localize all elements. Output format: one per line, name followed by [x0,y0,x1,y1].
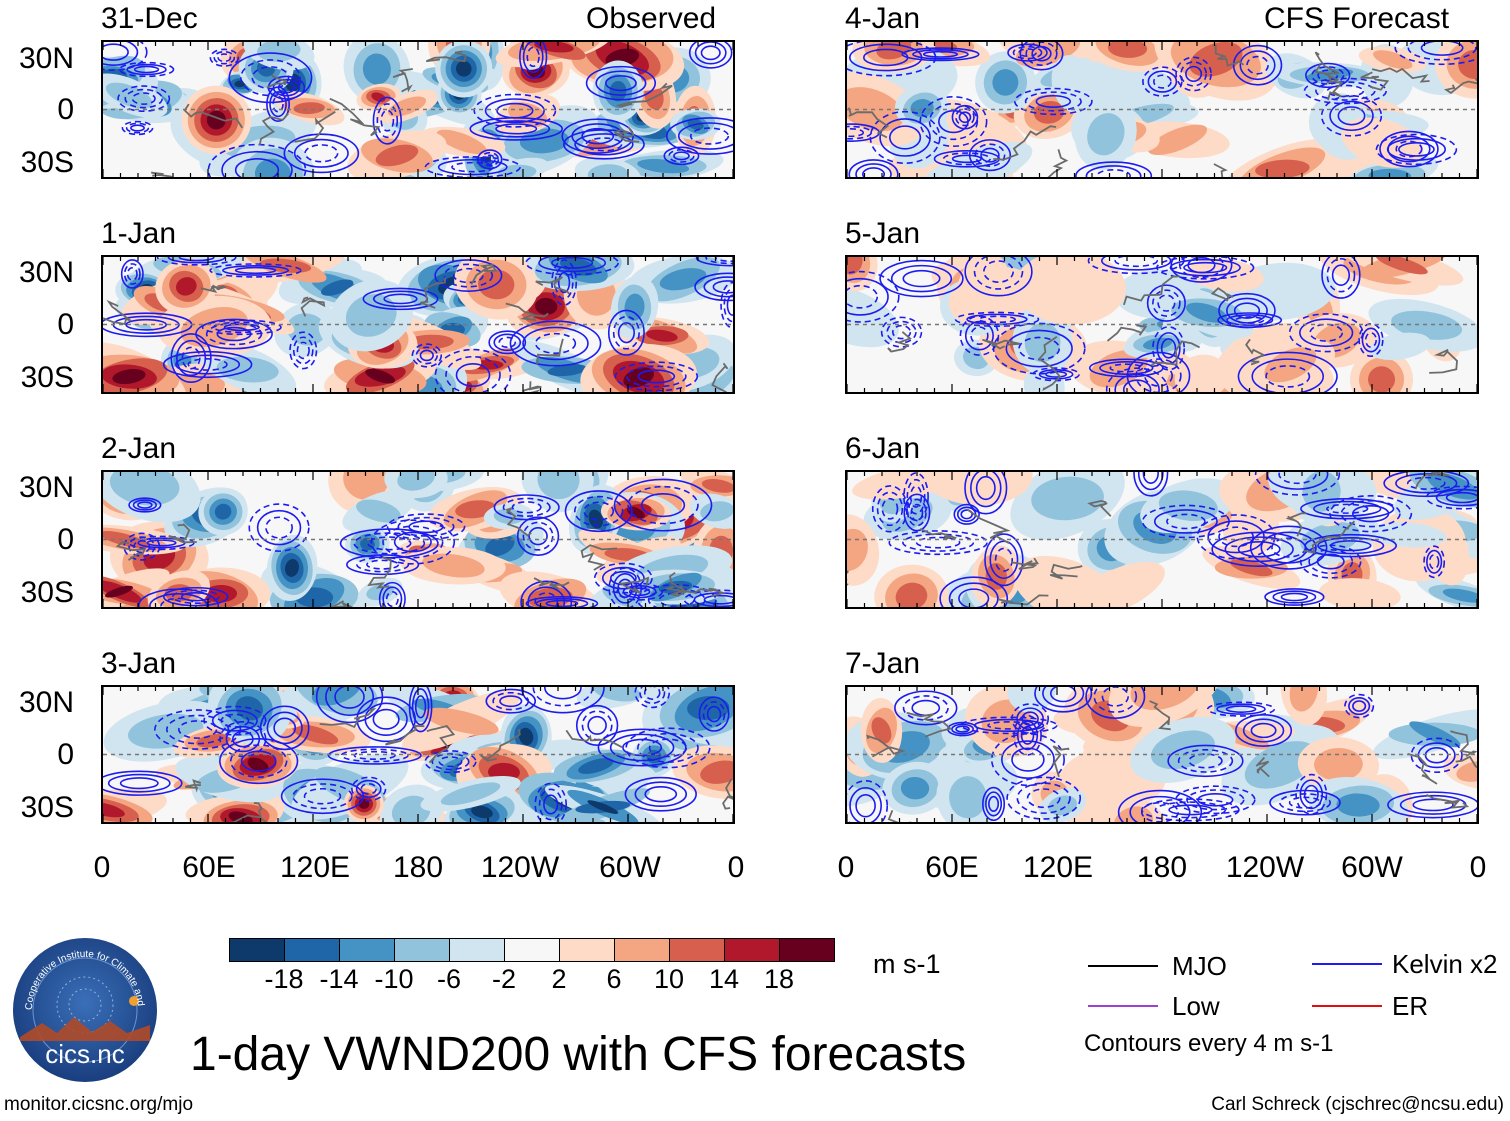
panel-date-label: 3-Jan [101,647,177,680]
panel-date-label: 5-Jan [845,217,921,250]
panel-date-label: 31-Dec [101,2,198,35]
cics-logo: Cooperative Institute for Climate and Sa… [12,937,157,1082]
colorbar-tick-label: -10 [374,964,414,994]
map-panel-observed [101,40,735,179]
colorbar-swatch [284,938,340,962]
colorbar-tick-label: 18 [763,964,795,994]
colorbar-tick-label: 2 [551,964,567,994]
lon-label: 0 [727,851,745,884]
lat-label-30s: 30S [20,791,74,824]
lat-label-30n: 30N [18,686,74,719]
panel-date-label: 1-Jan [101,217,177,250]
lon-label: 0 [93,851,111,884]
colorbar-tick-label: -14 [319,964,359,994]
colorbar-swatch [614,938,670,962]
lon-label: 60W [1341,851,1403,884]
lon-label: 60W [599,851,661,884]
lat-label-30n: 30N [18,42,74,75]
panel-tag-observed: Observed [586,2,717,35]
legend-line-mjo [1088,965,1158,967]
lon-label: 60E [182,851,236,884]
colorbar-swatch [394,938,450,962]
map-panel-forecast [845,40,1479,179]
map-field [847,42,1477,177]
lon-label: 120W [1225,851,1305,884]
colorbar-tick-label: -18 [264,964,304,994]
legend-label-kelvin: Kelvin x2 [1392,949,1498,979]
panel-date-label: 7-Jan [845,647,921,680]
colorbar-tick-label: 14 [708,964,740,994]
map-field [847,687,1477,822]
lon-label: 120E [279,851,351,884]
logo-text: cics.nc [45,1039,124,1069]
colorbar-tick-label: -2 [491,964,516,994]
panel-date-label: 6-Jan [845,432,921,465]
map-field [103,687,733,822]
map-field [103,42,733,177]
lat-label-30n: 30N [18,256,74,289]
colorbar-swatch [779,938,835,962]
colorbar-units: m s-1 [873,949,941,979]
lon-label: 180 [1136,851,1188,884]
footer-credit: Carl Schreck (cjschrec@ncsu.edu) [1211,1094,1504,1115]
lon-label: 0 [1469,851,1487,884]
lat-label-30s: 30S [20,576,74,609]
lat-label-30n: 30N [18,471,74,504]
colorbar-swatch [559,938,615,962]
map-panel-forecast [845,470,1479,609]
page-title: 1-day VWND200 with CFS forecasts [190,1028,967,1081]
lat-label-30s: 30S [20,361,74,394]
map-field [103,472,733,607]
legend-line-er [1312,1005,1382,1007]
map-panel-forecast [845,685,1479,824]
colorbar-swatch [669,938,725,962]
map-field [103,257,733,392]
colorbar-swatch [339,938,395,962]
map-panel-observed [101,470,735,609]
panel-date-label: 2-Jan [101,432,177,465]
lon-label: 60E [925,851,979,884]
colorbar-swatch [504,938,560,962]
legend-label-er: ER [1392,991,1429,1021]
lon-label: 120E [1022,851,1094,884]
legend-line-kelvin [1312,963,1382,965]
lat-label-0: 0 [57,93,74,126]
colorbar-swatch [724,938,780,962]
legend-line-low [1088,1005,1158,1007]
lat-label-0: 0 [57,523,74,556]
legend-note: Contours every 4 m s-1 [1084,1030,1334,1057]
legend-label-mjo: MJO [1172,951,1227,981]
lat-label-0: 0 [57,738,74,771]
colorbar-tick-label: 10 [653,964,685,994]
legend-label-low: Low [1172,991,1220,1021]
lon-label: 180 [392,851,444,884]
lon-label: 120W [480,851,560,884]
map-panel-forecast [845,255,1479,394]
colorbar-tick-label: -6 [436,964,461,994]
map-field [847,472,1477,607]
lat-label-30s: 30S [20,146,74,179]
colorbar-swatch [449,938,505,962]
map-field [847,257,1477,392]
footer-url: monitor.cicsnc.org/mjo [4,1094,194,1115]
panel-tag-forecast: CFS Forecast [1264,2,1450,35]
colorbar-tick-label: 6 [606,964,622,994]
lon-label: 0 [837,851,855,884]
map-panel-observed [101,255,735,394]
map-panel-observed [101,685,735,824]
colorbar-swatch [229,938,285,962]
panel-date-label: 4-Jan [845,2,921,35]
lat-label-0: 0 [57,308,74,341]
